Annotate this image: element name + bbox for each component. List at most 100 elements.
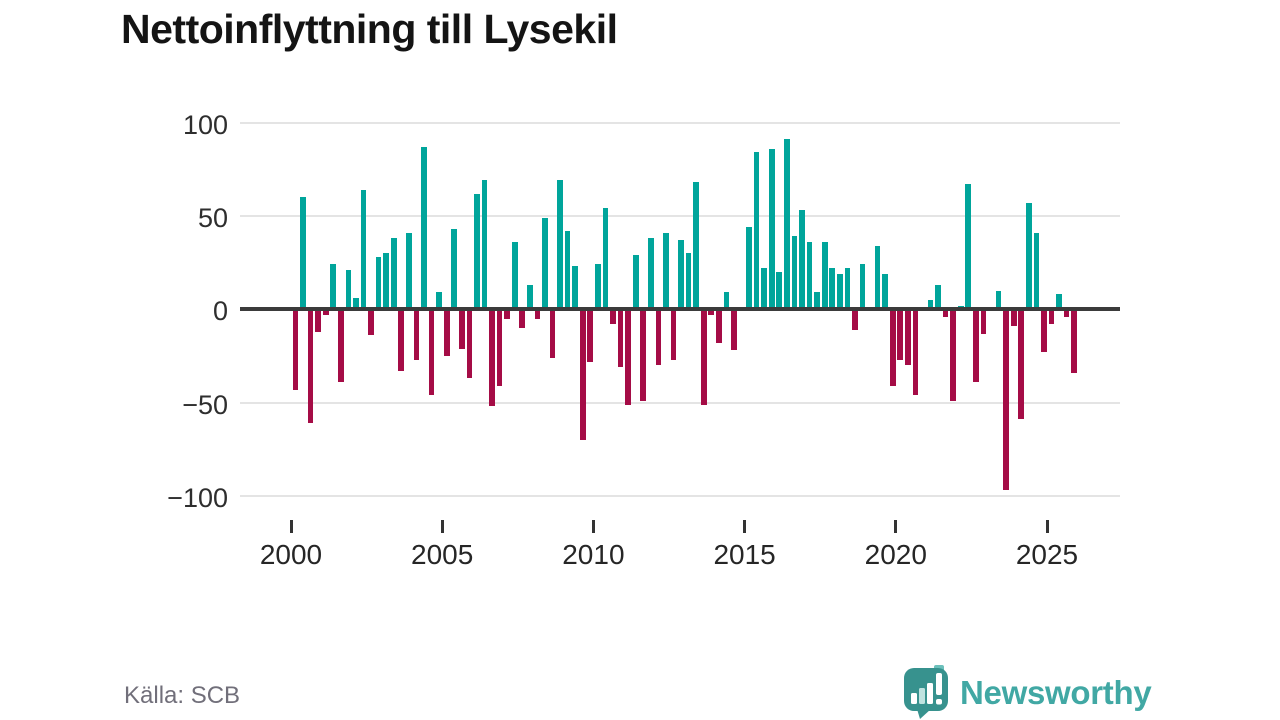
bar-2012Q2 [663, 232, 669, 310]
bar-2025Q4 [1071, 309, 1078, 373]
bar-2011Q4 [647, 238, 654, 310]
bar-2000Q4 [315, 309, 322, 332]
bar-2006Q3 [489, 309, 495, 407]
bar-2013Q3 [700, 309, 707, 405]
bar-2002Q1 [353, 298, 359, 310]
brand-name: Newsworthy [960, 674, 1152, 711]
bar-2007Q4 [527, 285, 533, 310]
bar-2009Q3 [579, 309, 586, 440]
bar-2019Q4 [889, 309, 896, 386]
bar-2003Q1 [383, 253, 390, 310]
x-axis-label-2025: 2025 [1015, 539, 1079, 570]
logo-bar-medium [919, 688, 925, 704]
bar-2023Q3 [1003, 309, 1009, 491]
bar-2021Q3 [942, 309, 949, 317]
x-axis-tick-2005 [440, 520, 444, 533]
bar-2001Q1 [322, 309, 329, 315]
bar-2001Q2 [330, 264, 337, 310]
bar-2015Q1 [746, 227, 752, 310]
bar-2002Q3 [368, 309, 374, 336]
gridline-y100 [240, 121, 1120, 124]
logo-exclamation-dot [936, 699, 942, 705]
bar-2004Q3 [428, 309, 435, 396]
bar-2000Q3 [307, 309, 314, 424]
bar-2006Q1 [474, 193, 480, 310]
bar-2000Q2 [300, 197, 306, 310]
bar-2000Q1 [292, 309, 299, 390]
y-axis-label-0: 0 [212, 296, 228, 327]
gridline-y-100 [240, 495, 1120, 497]
bar-2003Q3 [398, 309, 405, 371]
bar-2016Q3 [791, 236, 798, 310]
x-axis-tick-2020 [894, 520, 898, 533]
bar-2001Q4 [345, 270, 352, 310]
bar-2015Q4 [768, 148, 775, 310]
x-axis-label-2010: 2010 [562, 539, 625, 570]
zero-axis-line [240, 307, 1120, 312]
bar-2021Q1 [927, 299, 934, 310]
bar-2025Q3 [1063, 309, 1070, 317]
source-note: Källa: SCB [124, 682, 241, 709]
bar-2010Q1 [595, 264, 601, 310]
bar-2019Q3 [882, 273, 889, 310]
x-axis-tick-2015 [743, 520, 747, 533]
bar-2024Q4 [1041, 309, 1047, 353]
bar-2011Q3 [640, 309, 647, 401]
bar-2023Q2 [995, 290, 1002, 310]
bar-2012Q1 [655, 309, 662, 366]
gridline-y-50 [240, 401, 1120, 404]
x-axis-tick-2000 [289, 520, 293, 533]
bar-2010Q2 [602, 208, 609, 310]
bar-2018Q1 [836, 273, 843, 310]
bar-2020Q1 [897, 309, 904, 360]
bar-2017Q4 [829, 268, 836, 310]
bar-2005Q2 [451, 229, 458, 310]
bar-2005Q3 [458, 309, 465, 349]
bar-2011Q1 [625, 309, 631, 405]
bar-2012Q4 [678, 240, 684, 310]
bar-2020Q3 [912, 309, 919, 396]
bar-2002Q2 [360, 189, 367, 310]
bar-2020Q2 [905, 309, 911, 366]
bar-2005Q1 [443, 309, 450, 356]
bar-2013Q1 [685, 253, 692, 310]
logo-bar-large [927, 683, 933, 704]
y-axis-label--50: −50 [182, 389, 228, 420]
bar-2011Q2 [632, 255, 639, 310]
bar-2013Q2 [693, 182, 700, 310]
bar-2024Q2 [1025, 202, 1032, 310]
bar-2004Q1 [413, 309, 420, 360]
bar-2008Q1 [534, 309, 541, 319]
logo-exclamation-bar [936, 673, 942, 695]
x-axis-label-2015: 2015 [713, 539, 776, 570]
y-axis-label-100: 100 [182, 109, 228, 140]
bar-2016Q1 [776, 271, 783, 310]
bar-2021Q2 [935, 285, 941, 310]
bar-2024Q1 [1018, 309, 1025, 420]
bar-2017Q3 [821, 242, 828, 310]
bar-2021Q4 [950, 309, 957, 401]
bar-2023Q4 [1010, 309, 1017, 327]
logo-bubble-tail [917, 709, 931, 719]
bar-2009Q1 [564, 230, 571, 310]
bar-2006Q4 [496, 309, 503, 386]
chart-title: Nettoinflyttning till Lysekil [121, 6, 618, 52]
x-axis-label-2005: 2005 [411, 539, 474, 570]
bar-2004Q2 [421, 146, 427, 310]
bar-2009Q4 [587, 309, 594, 362]
bar-2015Q2 [753, 152, 760, 310]
bar-2014Q2 [723, 292, 730, 310]
bar-2001Q3 [338, 309, 344, 383]
y-axis-label-50: 50 [197, 202, 228, 233]
bar-2010Q3 [610, 309, 616, 325]
x-axis-label-2020: 2020 [864, 539, 927, 570]
bar-2022Q2 [965, 184, 972, 310]
x-axis-tick-2010 [591, 520, 595, 533]
bar-2014Q3 [731, 309, 737, 351]
bar-2003Q2 [390, 238, 397, 310]
bar-2018Q2 [844, 268, 851, 310]
bar-2002Q4 [375, 257, 382, 310]
bar-2016Q4 [799, 210, 805, 310]
bar-2015Q3 [761, 268, 768, 310]
